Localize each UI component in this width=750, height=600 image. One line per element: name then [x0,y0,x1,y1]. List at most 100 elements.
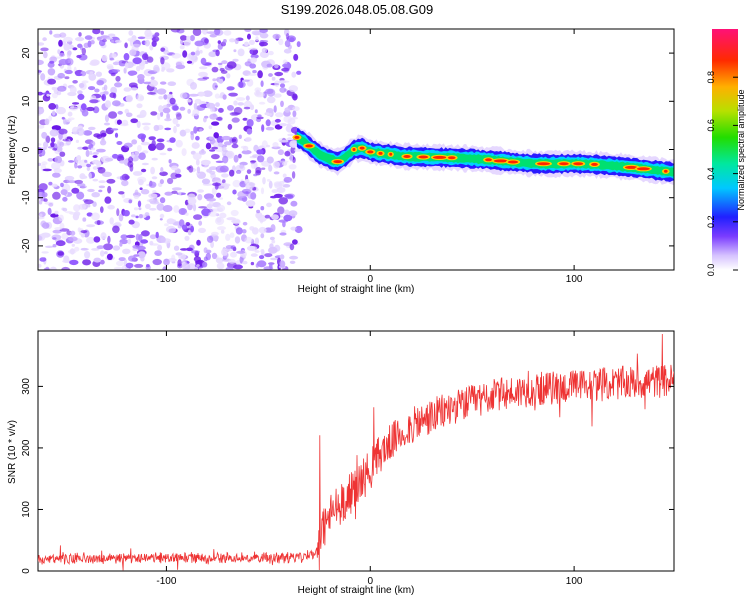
noise-blob [258,101,266,105]
noise-blob [112,100,121,107]
noise-blob [53,33,62,38]
noise-blob [238,134,242,139]
noise-blob [164,118,172,122]
noise-blob [98,39,106,47]
noise-blob [279,232,287,236]
noise-blob [149,44,154,51]
noise-blob [140,256,145,262]
noise-blob [99,130,107,138]
noise-blob [289,37,295,43]
noise-blob [109,92,116,98]
noise-blob [211,66,219,73]
noise-blob [198,227,206,233]
noise-blob [54,227,63,231]
noise-blob [264,253,273,258]
noise-blob [221,173,229,178]
noise-blob [78,32,82,37]
noise-blob [140,141,150,146]
noise-blob [52,172,61,178]
noise-blob [229,111,240,116]
noise-blob [50,137,56,143]
noise-blob [206,31,216,34]
noise-blob [49,30,53,35]
noise-blob [178,208,187,215]
noise-blob [104,196,112,204]
noise-blob [202,261,208,268]
noise-blob [209,201,214,205]
noise-blob [180,248,189,251]
noise-blob [211,231,219,236]
noise-blob [112,245,121,251]
noise-blob [93,236,101,243]
noise-blob [155,231,159,239]
noise-blob [257,214,267,222]
noise-blob [238,153,242,159]
noise-blob [191,142,200,149]
noise-blob [48,181,53,186]
noise-blob [161,62,171,70]
noise-blob [288,210,298,217]
noise-blob [62,196,68,202]
noise-blob [108,33,116,37]
noise-blob [72,80,78,84]
noise-blob [82,217,87,222]
noise-blob [242,117,248,121]
noise-blob [133,194,140,199]
noise-blob [293,53,299,61]
noise-blob [90,147,96,151]
noise-blob [77,90,83,95]
noise-blob [179,106,186,111]
noise-blob [109,57,115,61]
noise-blob [45,135,51,144]
noise-blob [49,129,59,137]
noise-blob [218,107,224,113]
snr-y-tick-label: 300 [21,378,32,395]
noise-blob [178,219,185,227]
noise-blob [151,157,158,161]
noise-blob [97,167,103,170]
noise-blob [218,197,224,200]
figure-title: S199.2026.048.05.08.G09 [281,2,434,17]
noise-blob [91,248,100,251]
noise-blob [140,239,149,244]
noise-blob [152,190,157,194]
noise-blob [252,70,257,74]
noise-blob [140,189,150,195]
noise-blob [226,73,231,79]
noise-blob [287,133,294,137]
noise-blob [101,54,108,62]
noise-blob [246,128,253,135]
noise-blob [64,175,75,181]
noise-blob [67,50,72,56]
noise-blob [42,37,47,42]
noise-blob [52,147,58,151]
noise-blob [132,57,142,65]
noise-blob [91,212,100,221]
noise-blob [225,266,234,270]
noise-blob [206,197,216,202]
noise-blob [254,237,260,245]
noise-blob [83,130,93,136]
noise-blob [222,179,226,184]
noise-blob [196,239,201,246]
noise-blob [63,36,73,43]
noise-blob [63,43,71,51]
noise-blob [148,193,158,199]
noise-blob [123,53,130,61]
noise-blob [190,225,195,233]
noise-blob [149,234,157,240]
noise-blob [41,251,49,254]
noise-blob [44,118,50,126]
noise-blob [262,91,267,99]
noise-blob [78,203,87,210]
noise-blob [273,171,280,175]
noise-blob [179,92,188,99]
noise-blob [231,117,240,123]
noise-blob [131,139,138,145]
noise-blob [279,123,288,127]
noise-blob [134,263,144,268]
noise-blob [148,181,157,188]
snr-x-tick-label: 0 [367,576,373,587]
noise-blob [68,160,75,163]
